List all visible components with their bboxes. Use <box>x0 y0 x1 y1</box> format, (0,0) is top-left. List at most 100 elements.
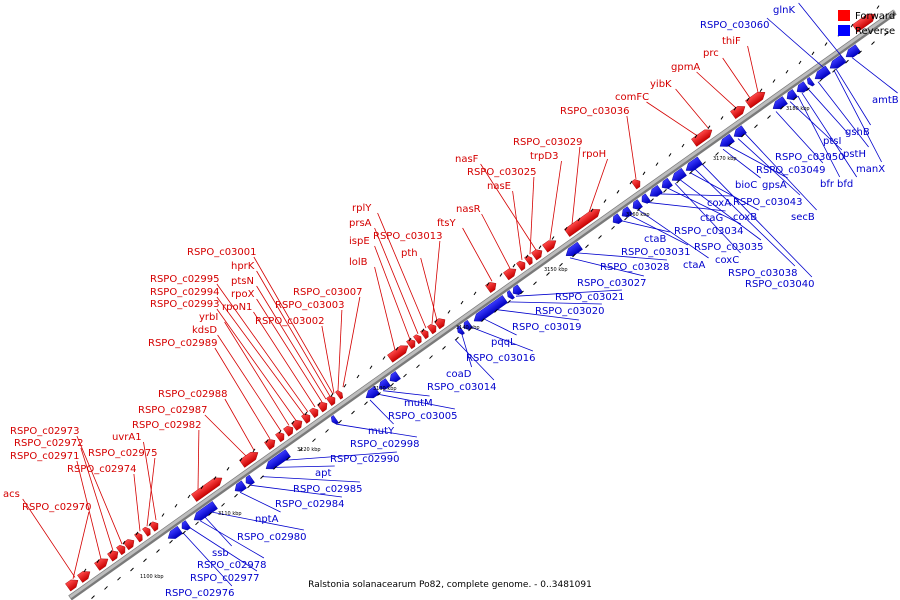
forward-gene-label-rspo-c03001[interactable]: RSPO_c03001 <box>187 247 257 258</box>
forward-gene-arrow[interactable] <box>427 322 438 335</box>
forward-gene-arrow[interactable] <box>413 333 423 345</box>
reverse-gene-arrow[interactable] <box>619 206 633 220</box>
forward-gene-label-rspo-c02982[interactable]: RSPO_c02982 <box>132 420 202 431</box>
reverse-gene-label-rspo-c03031[interactable]: RSPO_c03031 <box>621 247 691 258</box>
reverse-gene-arrow[interactable] <box>376 378 391 392</box>
forward-gene-label-nasr[interactable]: nasR <box>456 204 481 215</box>
forward-gene-label-nase[interactable]: nasE <box>487 181 511 192</box>
reverse-gene-label-rspo-c03028[interactable]: RSPO_c03028 <box>600 262 670 273</box>
forward-gene-label-thif[interactable]: thiF <box>722 36 741 47</box>
forward-gene-label-gpma[interactable]: gpmA <box>671 62 700 73</box>
forward-gene-label-prsa[interactable]: prsA <box>349 218 372 229</box>
forward-gene-label-rspo-c03003[interactable]: RSPO_c03003 <box>275 300 345 311</box>
forward-gene-arrow[interactable] <box>503 266 518 281</box>
reverse-gene-arrow[interactable] <box>232 480 247 495</box>
forward-gene-label-rspo-c02995[interactable]: RSPO_c02995 <box>150 274 220 285</box>
reverse-gene-label-rspo-c03060[interactable]: RSPO_c03060 <box>700 20 770 31</box>
forward-gene-arrow[interactable] <box>326 394 337 406</box>
reverse-gene-label-mutm[interactable]: mutM <box>404 398 433 409</box>
forward-gene-arrow[interactable] <box>387 342 410 363</box>
reverse-gene-arrow[interactable] <box>505 290 515 300</box>
forward-gene-arrow[interactable] <box>420 328 430 340</box>
forward-gene-label-rpon1[interactable]: rpoN1 <box>222 302 252 313</box>
forward-gene-label-uvra1[interactable]: uvrA1 <box>112 432 142 443</box>
forward-gene-label-rspo-c03036[interactable]: RSPO_c03036 <box>560 106 630 117</box>
forward-gene-label-rspo-c03002[interactable]: RSPO_c03002 <box>255 316 325 327</box>
forward-gene-arrow[interactable] <box>335 389 344 400</box>
forward-gene-arrow[interactable] <box>434 316 447 330</box>
reverse-gene-label-rspo-c03049[interactable]: RSPO_c03049 <box>756 165 826 176</box>
reverse-gene-arrow[interactable] <box>363 385 380 401</box>
reverse-gene-arrow[interactable] <box>805 77 815 87</box>
forward-gene-label-yrbi[interactable]: yrbI <box>199 312 218 323</box>
reverse-gene-arrow[interactable] <box>659 177 673 191</box>
reverse-gene-label-ctab[interactable]: ctaB <box>644 234 667 245</box>
reverse-gene-label-amtb[interactable]: amtB <box>872 95 899 106</box>
reverse-gene-arrow[interactable] <box>683 156 703 174</box>
reverse-gene-label-bioc[interactable]: bioC <box>735 180 757 191</box>
reverse-gene-arrow[interactable] <box>329 415 339 425</box>
reverse-gene-label-gpsa[interactable]: gpsA <box>762 180 787 191</box>
forward-gene-label-ftsy[interactable]: ftsY <box>437 218 456 229</box>
reverse-gene-arrow[interactable] <box>843 44 861 61</box>
reverse-gene-arrow[interactable] <box>243 474 255 487</box>
reverse-gene-label-muty[interactable]: mutY <box>368 426 395 437</box>
reverse-gene-label-manx[interactable]: manX <box>856 164 885 175</box>
forward-gene-arrow[interactable] <box>134 531 144 543</box>
forward-gene-arrow[interactable] <box>191 474 224 502</box>
reverse-gene-label-rspo-c02998[interactable]: RSPO_c02998 <box>350 439 420 450</box>
reverse-gene-label-secb[interactable]: secB <box>791 212 815 223</box>
forward-gene-label-rply[interactable]: rplY <box>352 203 372 214</box>
forward-gene-arrow[interactable] <box>65 577 80 592</box>
reverse-gene-label-rspo-c03038[interactable]: RSPO_c03038 <box>728 268 798 279</box>
reverse-gene-label-pqql[interactable]: pqqL <box>491 337 516 348</box>
forward-gene-arrow[interactable] <box>291 418 304 431</box>
reverse-gene-arrow[interactable] <box>827 54 846 72</box>
forward-gene-label-trpd3[interactable]: trpD3 <box>530 151 558 162</box>
reverse-gene-label-glnk[interactable]: glnK <box>773 5 795 16</box>
forward-gene-arrow[interactable] <box>631 177 642 190</box>
reverse-gene-arrow[interactable] <box>770 96 788 112</box>
reverse-gene-label-bfr[interactable]: bfr <box>820 179 835 190</box>
forward-gene-label-kdsd[interactable]: kdsD <box>192 325 217 336</box>
forward-gene-label-rpoh[interactable]: rpoH <box>582 149 606 160</box>
reverse-gene-label-coxa[interactable]: coxA <box>707 198 731 209</box>
reverse-gene-label-ctaa[interactable]: ctaA <box>683 260 706 271</box>
forward-gene-arrow[interactable] <box>542 237 558 253</box>
forward-gene-label-rpox[interactable]: rpoX <box>231 289 255 300</box>
forward-gene-label-prc[interactable]: prc <box>703 48 719 59</box>
reverse-gene-label-ssb[interactable]: ssb <box>212 548 229 559</box>
reverse-gene-arrow[interactable] <box>455 325 465 336</box>
reverse-gene-arrow[interactable] <box>387 371 401 384</box>
reverse-gene-label-psth[interactable]: pstH <box>843 149 866 160</box>
reverse-gene-label-rspo-c02976[interactable]: RSPO_c02976 <box>165 588 235 599</box>
forward-gene-arrow[interactable] <box>275 430 286 443</box>
forward-gene-label-acs[interactable]: acs <box>3 489 20 500</box>
forward-gene-label-pth[interactable]: pth <box>401 248 418 259</box>
reverse-gene-arrow[interactable] <box>263 449 291 472</box>
forward-gene-label-rspo-c03029[interactable]: RSPO_c03029 <box>513 137 583 148</box>
reverse-gene-label-ctag[interactable]: ctaG <box>700 213 723 224</box>
reverse-gene-label-rspo-c02977[interactable]: RSPO_c02977 <box>190 573 260 584</box>
forward-gene-label-lolb[interactable]: lolB <box>349 257 368 268</box>
reverse-gene-arrow[interactable] <box>610 213 623 226</box>
forward-gene-label-ptsn[interactable]: ptsN <box>231 276 254 287</box>
forward-gene-arrow[interactable] <box>123 537 136 551</box>
forward-gene-label-rspo-c02975[interactable]: RSPO_c02975 <box>88 448 158 459</box>
reverse-gene-label-rspo-c02985[interactable]: RSPO_c02985 <box>293 484 363 495</box>
forward-gene-arrow[interactable] <box>317 400 329 413</box>
reverse-gene-arrow[interactable] <box>165 525 183 542</box>
reverse-gene-label-rspo-c03035[interactable]: RSPO_c03035 <box>694 242 764 253</box>
reverse-gene-arrow[interactable] <box>563 241 583 259</box>
forward-gene-label-rspo-c03007[interactable]: RSPO_c03007 <box>293 287 363 298</box>
reverse-gene-label-rspo-c02990[interactable]: RSPO_c02990 <box>330 454 400 465</box>
forward-gene-label-rspo-c02993[interactable]: RSPO_c02993 <box>150 299 220 310</box>
forward-gene-label-nasf[interactable]: nasF <box>455 154 479 165</box>
reverse-gene-arrow[interactable] <box>794 81 809 96</box>
forward-gene-arrow[interactable] <box>309 406 320 419</box>
forward-gene-arrow[interactable] <box>264 437 277 451</box>
forward-gene-label-rspo-c02970[interactable]: RSPO_c02970 <box>22 502 92 513</box>
reverse-gene-arrow[interactable] <box>647 184 663 199</box>
reverse-gene-label-rspo-c03021[interactable]: RSPO_c03021 <box>555 292 625 303</box>
forward-gene-arrow[interactable] <box>116 543 127 556</box>
